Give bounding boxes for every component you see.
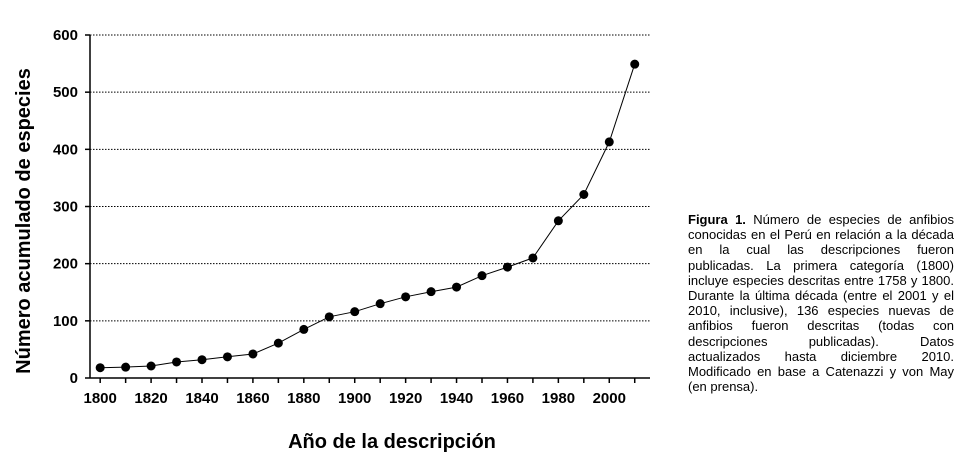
data-point-1870 <box>273 338 283 348</box>
y-tick-label: 300 <box>53 199 78 216</box>
data-point-2010 <box>630 59 640 69</box>
y-tick-label: 100 <box>53 313 78 330</box>
data-point-1960 <box>502 262 512 272</box>
data-point-1810 <box>121 362 131 372</box>
data-point-1990 <box>579 189 589 199</box>
data-point-1840 <box>197 355 207 365</box>
data-point-1830 <box>172 357 182 367</box>
series <box>95 59 640 373</box>
data-point-1910 <box>375 299 385 309</box>
x-tick-label: 1860 <box>236 390 269 407</box>
caption-label: Figura 1. <box>688 212 746 227</box>
data-point-1820 <box>146 361 156 371</box>
y-tick-label: 600 <box>53 27 78 44</box>
series-line <box>100 64 636 369</box>
caption-text: Número de especies de anfibios conocidas… <box>688 212 954 395</box>
x-tick-label: 1960 <box>491 390 524 407</box>
x-tick-label: 1840 <box>185 390 218 407</box>
data-point-1950 <box>477 271 487 281</box>
data-point-1920 <box>401 292 411 302</box>
figure-caption: Figura 1. Número de especies de anfibios… <box>688 212 954 394</box>
gridlines <box>90 34 650 322</box>
y-tick-label: 500 <box>53 84 78 101</box>
data-point-1850 <box>222 352 232 362</box>
x-axis-title: Año de la descripción <box>288 431 496 453</box>
data-point-1940 <box>452 282 462 292</box>
x-tick-label: 1940 <box>440 390 473 407</box>
data-point-1800 <box>95 363 105 373</box>
y-tick-label: 200 <box>53 256 78 273</box>
y-axis-title: Número acumulado de especies <box>13 68 35 374</box>
data-point-1970 <box>528 253 538 263</box>
data-point-1980 <box>553 216 563 226</box>
data-point-1930 <box>426 287 436 297</box>
x-tick-label: 1800 <box>83 390 116 407</box>
data-point-1900 <box>350 307 360 317</box>
x-tick-labels: 1800 1820 1840 1860 1880 1900 1920 1940 1960 1980… <box>83 390 625 407</box>
x-tick-label: 1880 <box>287 390 320 407</box>
y-tick-label: 0 <box>70 370 78 387</box>
data-point-1860 <box>248 349 258 359</box>
data-point-1880 <box>299 324 309 334</box>
cumulative-species-chart: 0 100 200 300 400 500 600 1800 1820 1840 1860 1880… <box>13 27 650 453</box>
x-tick-label: 2000 <box>593 390 626 407</box>
axes <box>85 34 650 383</box>
x-tick-label: 1900 <box>338 390 371 407</box>
x-tick-label: 1980 <box>542 390 575 407</box>
y-tick-label: 400 <box>53 141 78 158</box>
data-point-1890 <box>324 312 334 322</box>
y-tick-labels: 0 100 200 300 400 500 600 <box>53 27 78 387</box>
data-point-2000 <box>604 137 614 147</box>
x-tick-label: 1820 <box>134 390 167 407</box>
x-tick-label: 1920 <box>389 390 422 407</box>
